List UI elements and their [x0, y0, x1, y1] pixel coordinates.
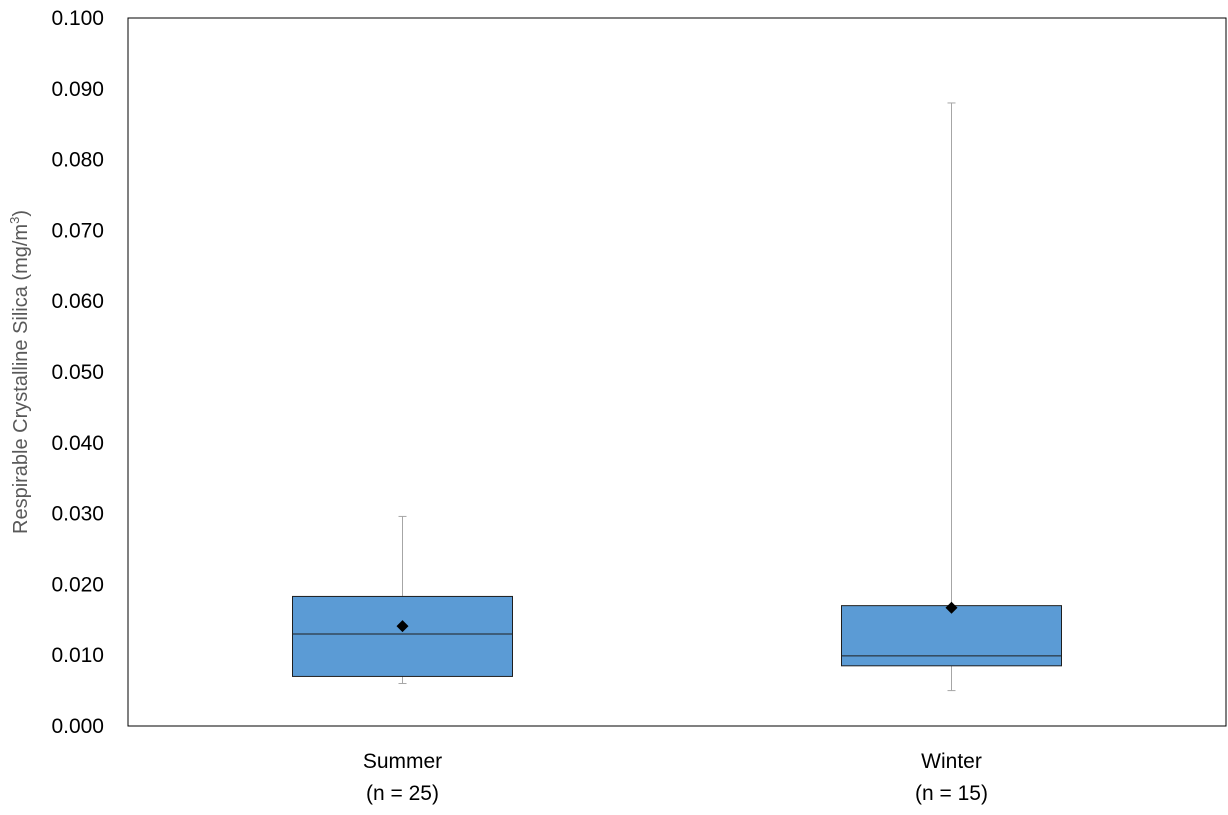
y-axis-title-superscript: 3	[7, 217, 22, 224]
y-tick-label: 0.090	[51, 78, 104, 101]
mean-marker	[396, 620, 409, 633]
y-axis-title-close: )	[10, 210, 32, 217]
y-tick-label: 0.010	[51, 644, 104, 667]
iqr-box	[841, 605, 1062, 667]
iqr-box	[292, 595, 513, 677]
y-tick-label: 0.060	[51, 290, 104, 313]
y-tick-label: 0.080	[51, 149, 104, 172]
plot-area	[127, 17, 1227, 727]
plot-border	[127, 17, 1227, 727]
y-tick-label: 0.000	[51, 715, 104, 738]
x-category-label: Summer	[363, 750, 442, 773]
x-category-label: Winter	[921, 750, 982, 773]
y-tick-label: 0.100	[51, 7, 104, 30]
box-summer	[292, 515, 513, 685]
x-category-sample-size: (n = 25)	[366, 782, 439, 805]
mean-marker	[945, 601, 958, 614]
y-tick-label: 0.030	[51, 503, 104, 526]
y-axis-title-text: Respirable Crystalline Silica (mg/m	[10, 224, 32, 534]
y-tick-label: 0.040	[51, 432, 104, 455]
box-winter	[841, 102, 1062, 692]
y-tick-label: 0.050	[51, 361, 104, 384]
x-category-sample-size: (n = 15)	[915, 782, 988, 805]
y-axis-title: Respirable Crystalline Silica (mg/m3)	[7, 210, 32, 534]
x-axis-labels: Summer (n = 25) Winter (n = 15)	[363, 750, 988, 805]
y-axis-ticks: 0.000 0.010 0.020 0.030 0.040 0.050 0.060 0.070…	[51, 7, 104, 738]
y-tick-label: 0.020	[51, 573, 104, 596]
y-tick-label: 0.070	[51, 219, 104, 242]
